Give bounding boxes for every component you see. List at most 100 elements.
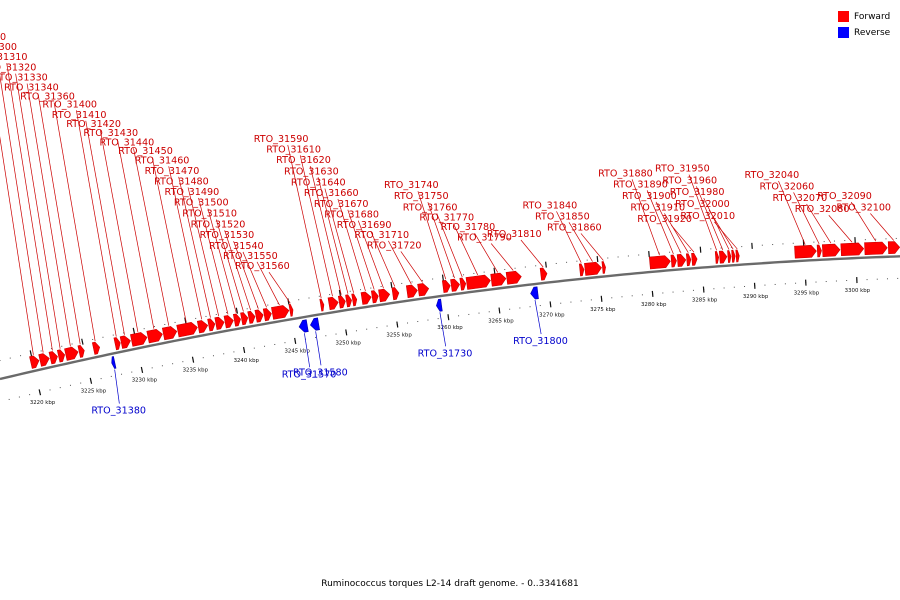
gene-label: RTO_31420	[66, 119, 121, 130]
tick-label: 3295 kbp	[794, 291, 820, 297]
gene-rto-31450	[176, 321, 198, 338]
minor-tick	[815, 281, 817, 283]
minor-tick	[325, 335, 327, 337]
minor-tick	[253, 347, 255, 349]
leader-line	[337, 198, 366, 292]
gene-label: RTO_31410	[52, 110, 107, 121]
minor-tick	[298, 299, 300, 301]
gene-rto-31660	[360, 291, 372, 305]
minor-tick	[782, 243, 784, 245]
minor-tick	[621, 296, 623, 298]
minor-tick	[355, 330, 357, 332]
minor-tick	[432, 278, 434, 280]
leader-line	[317, 177, 349, 294]
minor-tick	[662, 292, 664, 294]
gene-rto-31580	[310, 317, 320, 331]
minor-tick	[638, 254, 640, 256]
tick-label: 3300 kbp	[845, 288, 871, 294]
minor-tick	[315, 336, 317, 338]
minor-tick	[71, 343, 73, 345]
gene-rto-32090	[864, 241, 888, 256]
minor-tick	[580, 300, 582, 302]
leader-line	[76, 110, 117, 337]
gene-label: RTO_31690	[337, 220, 392, 231]
gene-label: RTO_31750	[394, 191, 449, 202]
major-tick	[600, 295, 603, 302]
tick-label: 3235 kbp	[183, 367, 209, 373]
gene-label: RTO_32040	[745, 170, 800, 181]
leader-line	[388, 240, 412, 285]
minor-tick	[195, 317, 197, 319]
gene-rto-31630	[345, 294, 352, 308]
minor-tick	[478, 312, 480, 314]
legend: Forward Reverse	[838, 9, 890, 41]
tick-label: 3280 kbp	[641, 302, 667, 308]
minor-tick	[641, 294, 643, 296]
minor-tick	[401, 282, 403, 284]
legend-item-forward: Forward	[838, 9, 890, 24]
leader-line	[151, 157, 187, 323]
gene-label: RTO_31440	[99, 137, 154, 148]
gene-label: RTO_31910	[630, 202, 685, 213]
minor-tick	[488, 311, 490, 313]
gene-label: RTO_31340	[4, 83, 59, 94]
minor-tick	[885, 238, 887, 240]
label-leaders	[0, 63, 895, 404]
leader-line	[671, 224, 695, 253]
minor-tick	[463, 274, 465, 276]
major-tick	[338, 289, 341, 296]
gene-label: RTO_31670	[314, 199, 369, 210]
gene-label: RTO_31720	[367, 240, 422, 251]
leader-line	[133, 148, 170, 326]
minor-tick	[876, 278, 878, 280]
gene-rto-31840	[578, 263, 585, 277]
leader-line	[806, 203, 832, 244]
gene-rto-32080	[840, 242, 865, 257]
major-tick	[132, 327, 136, 334]
gene-label: RTO_31510	[182, 208, 237, 219]
minor-tick	[366, 328, 368, 330]
minor-tick	[519, 307, 521, 309]
minor-tick	[417, 321, 419, 323]
major-tick	[545, 261, 547, 268]
gene-rto-31590	[319, 298, 325, 312]
minor-tick	[458, 315, 460, 317]
leader-line	[436, 213, 463, 278]
minor-tick	[586, 259, 588, 261]
gene-rto-31410	[119, 335, 131, 349]
gene-label: RTO_31450	[118, 146, 173, 157]
leader-line	[646, 190, 674, 255]
minor-tick	[100, 378, 102, 380]
leader-line	[117, 139, 155, 329]
gene-rto-31790	[505, 270, 522, 285]
gene-rto-31720	[417, 283, 430, 297]
gene-rto-31540	[262, 308, 272, 322]
minor-tick	[539, 305, 541, 307]
gene-label: RTO_31760	[403, 202, 458, 213]
gene-label: RTO_31490	[165, 187, 220, 198]
leader-line	[187, 187, 220, 317]
gene-rto-31500	[232, 313, 241, 327]
minor-tick	[153, 326, 155, 328]
gene-rto-31530	[254, 309, 264, 323]
leader-line	[453, 223, 479, 276]
leader-line	[778, 180, 806, 245]
legend-label-reverse: Reverse	[854, 27, 891, 38]
gene-label: RTO_31520	[191, 219, 246, 230]
gene-label: RTO_31300	[0, 42, 17, 53]
gene-rto-31760	[459, 277, 467, 291]
leader-line	[215, 219, 244, 312]
major-tick	[29, 350, 33, 357]
major-tick	[596, 255, 599, 263]
gene-label: RTO_31290	[0, 32, 6, 43]
minor-tick	[205, 315, 207, 317]
leader-line	[168, 166, 203, 320]
gene-rto-31330	[64, 346, 79, 361]
leader-line	[580, 233, 604, 261]
leader-line	[256, 261, 280, 306]
gene-rto-31550	[271, 305, 290, 320]
gene-features	[29, 241, 900, 369]
major-tick	[38, 389, 42, 396]
gene-rto-31620	[337, 295, 346, 309]
legend-label-forward: Forward	[854, 11, 891, 22]
